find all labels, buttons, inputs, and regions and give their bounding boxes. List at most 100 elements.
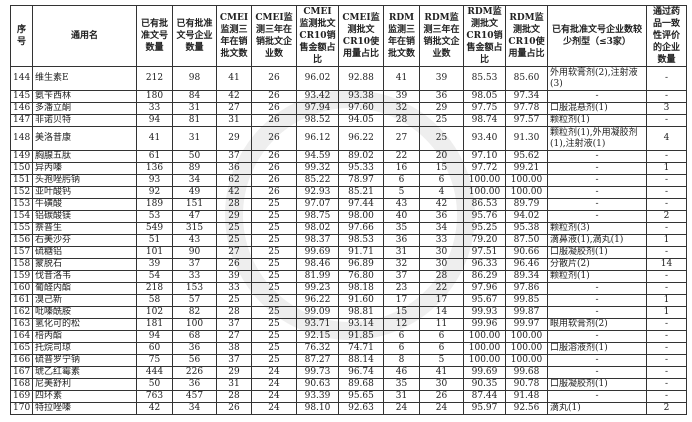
table-row: 163 氢化可的松 181 100 37 25 93.71 93.14 12 11 99.96 99.…	[10, 318, 687, 331]
table-row: 162 吡嗪酰胺 102 82 28 25 99.09 98.81 15 14 99.93 99.87…	[10, 306, 687, 319]
table-cell: 99.23	[296, 282, 339, 295]
table-cell: 92.93	[296, 186, 339, 199]
table-cell: 8	[383, 354, 420, 367]
column-header: 已有批准文号数量	[136, 5, 173, 67]
table-cell: 36	[172, 378, 217, 391]
table-cell: -	[646, 354, 687, 367]
table-cell: 315	[172, 222, 217, 235]
table-cell: 51	[136, 234, 173, 247]
table-cell: 147	[10, 114, 33, 127]
table-cell: 14	[419, 306, 464, 319]
table-cell: 99.93	[463, 306, 506, 319]
table-cell: -	[646, 330, 687, 343]
table-cell: 96.22	[338, 126, 384, 151]
table-cell: 100.00	[505, 186, 548, 199]
table-cell: 28	[383, 114, 420, 127]
table-cell: 95.67	[463, 294, 506, 307]
table-cell: 28	[216, 306, 252, 319]
table-cell: 157	[10, 246, 33, 259]
table-cell: 100.00	[463, 186, 506, 199]
table-row: 157 硫糖铝 101 90 27 25 99.69 91.71 31 30 97.51 90.66 口…	[10, 246, 687, 259]
table-cell: 97.07	[296, 198, 339, 211]
table-cell: -	[646, 390, 687, 403]
table-cell: 93.39	[296, 390, 339, 403]
table-cell: 98.02	[296, 222, 339, 235]
dosage-form-cell: 滴鼻液(1),滴丸(1)	[547, 234, 647, 247]
drug-name-cell: 胸腺五肽	[32, 150, 137, 163]
table-cell: 180	[136, 90, 173, 103]
column-header: 序号	[10, 5, 33, 67]
table-cell: 60	[136, 342, 173, 355]
table-cell: -	[646, 174, 687, 187]
table-cell: 166	[10, 354, 33, 367]
dosage-form-cell: 口服溶液剂(1)	[547, 342, 647, 355]
table-cell: 5	[383, 186, 420, 199]
table-cell: 549	[136, 222, 173, 235]
table-cell: 87.44	[463, 390, 506, 403]
table-cell: 100.00	[463, 330, 506, 343]
table-cell: 100.00	[463, 174, 506, 187]
table-cell: 99.87	[505, 306, 548, 319]
table-cell: 100	[172, 318, 217, 331]
table-cell: 90.78	[505, 378, 548, 391]
table-cell: 457	[172, 390, 217, 403]
table-cell: 99.69	[296, 246, 339, 259]
table-cell: 26	[216, 402, 252, 415]
table-cell: 98.52	[296, 114, 339, 127]
table-row: 146 多潘立酮 33 31 27 26 97.94 97.60 32 29 97.75 97.78 口…	[10, 102, 687, 115]
table-cell: 25	[251, 294, 297, 307]
table-cell: 11	[419, 318, 464, 331]
table-row: 160 葡醛内酯 218 153 33 25 99.23 98.18 23 22 97.96 97.8…	[10, 282, 687, 295]
table-cell: 43	[172, 234, 217, 247]
table-cell: 91.30	[505, 126, 548, 151]
table-cell: 89.34	[505, 270, 548, 283]
table-row: 152 亚叶酸钙 92 49 42 26 92.93 85.21 5 4 100.00 100.00-…	[10, 186, 687, 199]
table-row: 150 异丙嗪 136 89 36 26 99.32 95.33 16 15 97.72 99.21-…	[10, 162, 687, 175]
table-cell: 100.00	[505, 330, 548, 343]
drug-name-cell: 尼美舒利	[32, 378, 137, 391]
table-cell: 50	[136, 378, 173, 391]
dosage-form-cell: 颗粒剂(1)	[547, 270, 647, 283]
table-cell: 97.75	[463, 102, 506, 115]
table-cell: 90.63	[296, 378, 339, 391]
table-cell: 90	[172, 246, 217, 259]
table-cell: -	[646, 246, 687, 259]
table-cell: 99.69	[463, 366, 506, 379]
drug-name-cell: 右美沙芬	[32, 234, 137, 247]
table-cell: 25	[251, 210, 297, 223]
table-cell: 81	[172, 114, 217, 127]
table-cell: -	[646, 282, 687, 295]
table-cell: 31	[383, 390, 420, 403]
table-cell: 39	[383, 90, 420, 103]
table-cell: 25	[251, 342, 297, 355]
dosage-form-cell: 颗粒剂(1)	[547, 114, 647, 127]
table-cell: 89.79	[505, 198, 548, 211]
table-cell: 42	[136, 402, 173, 415]
drug-name-cell: 铝碳酸镁	[32, 210, 137, 223]
table-cell: 99.73	[296, 366, 339, 379]
table-cell: 97.44	[338, 198, 384, 211]
table-cell: 42	[216, 186, 252, 199]
dosage-form-cell: -	[547, 354, 647, 367]
table-row: 145 氨苄西林 180 84 42 26 93.42 93.38 39 36 98.05 97.34…	[10, 90, 687, 103]
table-cell: 95.25	[463, 222, 506, 235]
table-cell: 99.96	[463, 318, 506, 331]
table-cell: 167	[10, 366, 33, 379]
table-cell: 24	[251, 402, 297, 415]
table-cell: 169	[10, 390, 33, 403]
dosage-form-cell: 颗粒剂(1),外用凝胶剂(1),注射液(1)	[547, 126, 647, 151]
table-cell: 99.68	[505, 366, 548, 379]
table-cell: 38	[216, 342, 252, 355]
table-cell: 92.88	[338, 66, 384, 91]
dosage-form-cell: -	[547, 210, 647, 223]
dosage-form-cell: -	[547, 174, 647, 187]
table-cell: -	[646, 378, 687, 391]
table-cell: 95.97	[463, 402, 506, 415]
table-cell: 97.51	[463, 246, 506, 259]
table-cell: 39	[419, 66, 464, 91]
table-cell: 29	[216, 126, 252, 151]
drug-name-cell: 亚叶酸钙	[32, 186, 137, 199]
table-cell: 100.00	[505, 174, 548, 187]
table-cell: 32	[383, 258, 420, 271]
table-cell: 6	[383, 174, 420, 187]
